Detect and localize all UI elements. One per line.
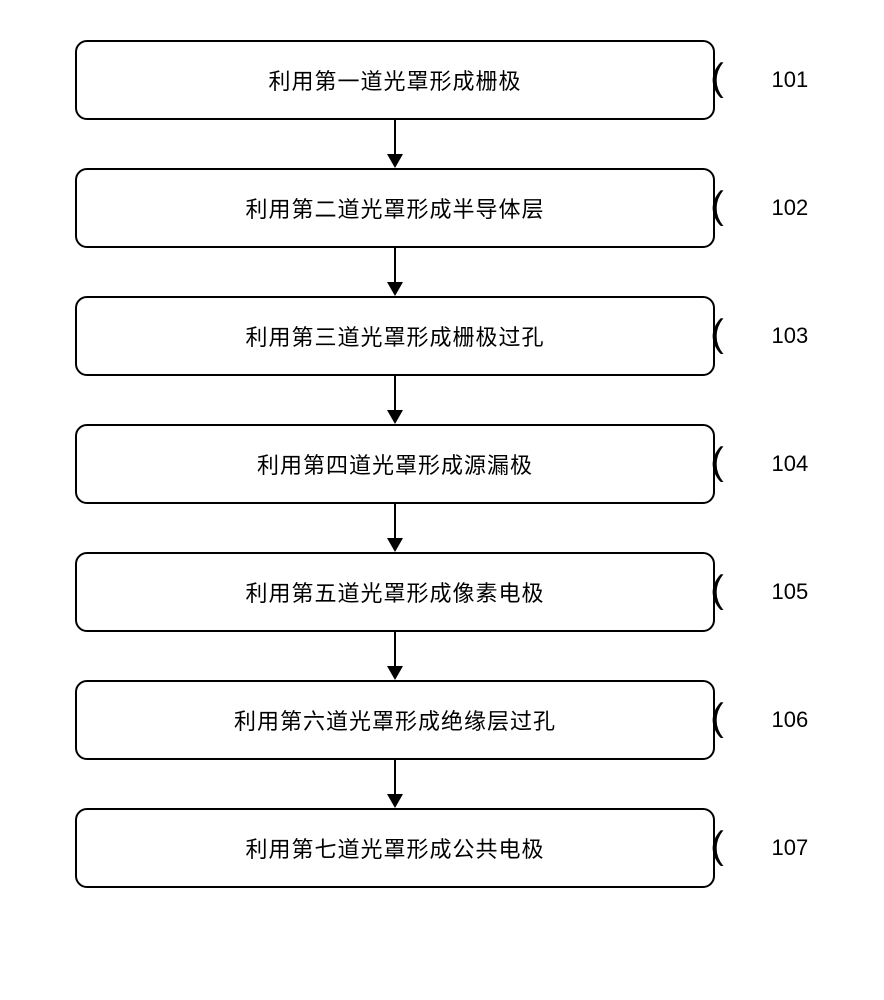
step-label: 103 [772, 323, 809, 349]
step-row: 利用第七道光罩形成公共电极 ⏝ 107 [75, 808, 795, 888]
step-text: 利用第三道光罩形成栅极过孔 [245, 320, 544, 352]
connector [75, 120, 715, 168]
connector-line [394, 120, 396, 158]
step-box-5: 利用第五道光罩形成像素电极 [75, 552, 715, 632]
step-label: 101 [772, 67, 809, 93]
step-text: 利用第五道光罩形成像素电极 [245, 576, 544, 608]
connector-line [394, 248, 396, 286]
bracket-icon: ⏝ [719, 190, 768, 227]
step-text: 利用第四道光罩形成源漏极 [257, 448, 533, 480]
step-row: 利用第二道光罩形成半导体层 ⏝ 102 [75, 168, 795, 248]
step-box-2: 利用第二道光罩形成半导体层 [75, 168, 715, 248]
bracket-icon: ⏝ [719, 62, 768, 99]
connector-line [394, 632, 396, 670]
bracket-icon: ⏝ [719, 830, 768, 867]
step-box-4: 利用第四道光罩形成源漏极 [75, 424, 715, 504]
step-label-group: ⏝ 106 [725, 701, 808, 739]
step-row: 利用第三道光罩形成栅极过孔 ⏝ 103 [75, 296, 795, 376]
connector-line [394, 376, 396, 414]
step-label-group: ⏝ 102 [725, 189, 808, 227]
arrow-down-icon [387, 538, 403, 552]
step-box-3: 利用第三道光罩形成栅极过孔 [75, 296, 715, 376]
step-label-group: ⏝ 105 [725, 573, 808, 611]
step-label: 104 [772, 451, 809, 477]
connector [75, 504, 715, 552]
arrow-down-icon [387, 666, 403, 680]
step-text: 利用第二道光罩形成半导体层 [245, 192, 544, 224]
connector [75, 760, 715, 808]
step-text: 利用第六道光罩形成绝缘层过孔 [234, 704, 556, 736]
step-label-group: ⏝ 107 [725, 829, 808, 867]
bracket-icon: ⏝ [719, 446, 768, 483]
step-label-group: ⏝ 104 [725, 445, 808, 483]
step-label: 106 [772, 707, 809, 733]
step-label: 105 [772, 579, 809, 605]
step-text: 利用第七道光罩形成公共电极 [245, 832, 544, 864]
step-label: 107 [772, 835, 809, 861]
step-label-group: ⏝ 103 [725, 317, 808, 355]
step-text: 利用第一道光罩形成栅极 [268, 64, 521, 96]
arrow-down-icon [387, 410, 403, 424]
connector-line [394, 504, 396, 542]
connector [75, 376, 715, 424]
step-box-6: 利用第六道光罩形成绝缘层过孔 [75, 680, 715, 760]
arrow-down-icon [387, 282, 403, 296]
arrow-down-icon [387, 794, 403, 808]
step-row: 利用第五道光罩形成像素电极 ⏝ 105 [75, 552, 795, 632]
step-row: 利用第四道光罩形成源漏极 ⏝ 104 [75, 424, 795, 504]
connector [75, 632, 715, 680]
step-box-7: 利用第七道光罩形成公共电极 [75, 808, 715, 888]
connector [75, 248, 715, 296]
step-label-group: ⏝ 101 [725, 61, 808, 99]
bracket-icon: ⏝ [719, 702, 768, 739]
connector-line [394, 760, 396, 798]
step-box-1: 利用第一道光罩形成栅极 [75, 40, 715, 120]
bracket-icon: ⏝ [719, 574, 768, 611]
flowchart-container: 利用第一道光罩形成栅极 ⏝ 101 利用第二道光罩形成半导体层 ⏝ 102 利用… [75, 40, 795, 888]
arrow-down-icon [387, 154, 403, 168]
step-row: 利用第六道光罩形成绝缘层过孔 ⏝ 106 [75, 680, 795, 760]
step-label: 102 [772, 195, 809, 221]
step-row: 利用第一道光罩形成栅极 ⏝ 101 [75, 40, 795, 120]
bracket-icon: ⏝ [719, 318, 768, 355]
